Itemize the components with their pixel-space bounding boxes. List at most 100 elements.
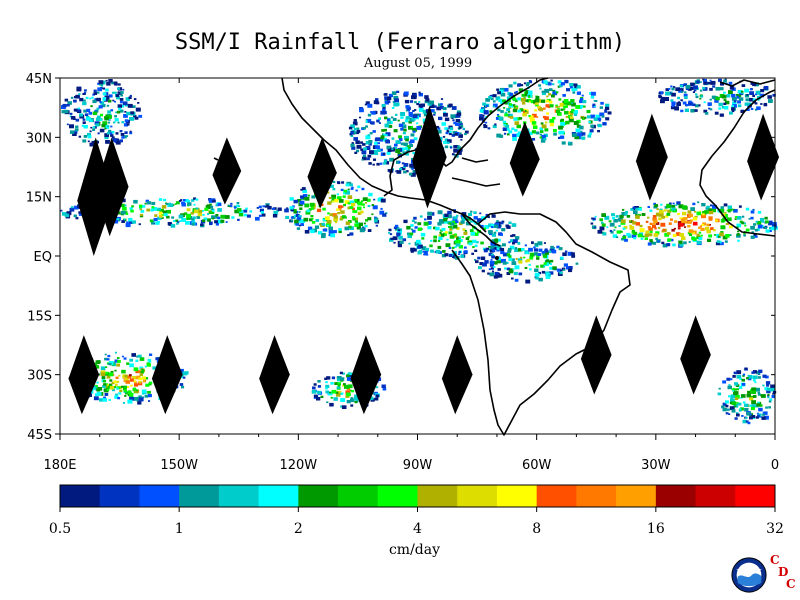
- rain-pixel: [393, 146, 397, 151]
- rain-pixel: [762, 413, 765, 416]
- rain-pixel: [768, 400, 772, 403]
- rain-pixel: [117, 357, 120, 359]
- rain-pixel: [147, 201, 152, 205]
- rain-pixel: [148, 381, 153, 385]
- rain-pixel: [741, 90, 744, 93]
- rain-pixel: [492, 103, 498, 108]
- rain-pixel: [563, 263, 568, 267]
- no-data-swath: [68, 335, 100, 415]
- rain-pixel: [186, 216, 191, 220]
- rain-pixel: [145, 199, 149, 203]
- rain-pixel: [714, 99, 719, 103]
- rain-pixel: [755, 416, 759, 419]
- rain-pixel: [153, 217, 158, 222]
- rain-pixel: [91, 140, 96, 145]
- rain-pixel: [113, 121, 116, 124]
- rain-pixel: [393, 129, 398, 133]
- rain-pixel: [290, 216, 294, 219]
- rain-pixel: [501, 258, 506, 263]
- rain-pixel: [114, 383, 118, 386]
- rain-pixel: [225, 221, 228, 223]
- rain-pixel: [459, 121, 462, 124]
- rain-pixel: [687, 224, 691, 228]
- rain-pixel: [444, 231, 448, 234]
- rain-pixel: [723, 91, 726, 94]
- rain-pixel: [701, 203, 706, 207]
- rain-pixel: [747, 374, 753, 379]
- rain-pixel: [507, 115, 511, 118]
- rain-pixel: [273, 207, 277, 210]
- rain-pixel: [627, 234, 632, 238]
- rain-pixel: [196, 216, 201, 219]
- rain-pixel: [508, 106, 512, 109]
- rain-pixel: [129, 393, 134, 397]
- rain-pixel: [403, 128, 407, 132]
- rain-pixel: [420, 103, 425, 107]
- rain-pixel: [382, 105, 386, 109]
- rain-pixel: [633, 237, 637, 240]
- rain-pixel: [622, 208, 625, 211]
- rain-pixel: [712, 229, 716, 232]
- rain-pixel: [354, 151, 358, 154]
- rain-pixel: [123, 114, 128, 118]
- rain-pixel: [736, 234, 741, 238]
- rain-pixel: [179, 220, 182, 222]
- rain-pixel: [214, 215, 217, 218]
- rain-pixel: [676, 201, 681, 205]
- rain-pixel: [109, 386, 115, 390]
- rain-pixel: [664, 209, 667, 212]
- rain-pixel: [371, 204, 375, 207]
- rain-pixel: [751, 388, 755, 391]
- rain-pixel: [474, 259, 477, 261]
- rain-pixel: [74, 128, 79, 132]
- rain-pixel: [746, 377, 749, 380]
- rain-pixel: [176, 221, 180, 224]
- rain-pixel: [96, 391, 102, 396]
- rain-pixel: [359, 116, 361, 119]
- rain-pixel: [699, 81, 702, 83]
- rain-pixel: [365, 135, 371, 140]
- rain-pixel: [722, 407, 727, 412]
- rain-pixel: [125, 392, 128, 395]
- rain-pixel: [73, 108, 78, 112]
- rain-pixel: [317, 380, 321, 383]
- rain-pixel: [541, 251, 545, 254]
- rain-pixel: [479, 116, 484, 121]
- rain-pixel: [474, 244, 478, 248]
- rain-pixel: [349, 232, 354, 236]
- rain-pixel: [337, 382, 341, 386]
- rain-pixel: [589, 91, 593, 95]
- rain-pixel: [487, 272, 490, 275]
- rain-pixel: [733, 391, 739, 395]
- rain-pixel: [135, 107, 141, 112]
- rain-pixel: [74, 96, 77, 99]
- rain-pixel: [664, 97, 669, 101]
- rain-pixel: [456, 239, 461, 244]
- rain-pixel: [499, 89, 504, 94]
- rain-pixel: [458, 122, 463, 127]
- rain-pixel: [718, 107, 722, 110]
- rain-pixel: [107, 354, 111, 358]
- rain-pixel: [496, 220, 499, 223]
- no-data-swath: [151, 335, 183, 415]
- rain-pixel: [456, 110, 461, 114]
- rain-pixel: [692, 217, 698, 221]
- rain-pixel: [116, 363, 120, 367]
- rain-pixel: [729, 378, 733, 381]
- rain-pixel: [566, 88, 571, 92]
- rain-pixel: [482, 102, 487, 106]
- rain-pixel: [491, 233, 496, 237]
- rain-pixel: [531, 138, 536, 141]
- rain-pixel: [588, 132, 592, 136]
- rain-pixel: [258, 214, 262, 217]
- rain-pixel: [544, 248, 548, 251]
- rain-pixel: [105, 88, 109, 92]
- rain-pixel: [400, 127, 404, 131]
- rain-pixel: [86, 108, 91, 112]
- rain-pixel: [757, 376, 761, 379]
- rain-pixel: [492, 94, 497, 98]
- rain-pixel: [708, 107, 711, 110]
- rain-pixel: [616, 230, 621, 234]
- rain-pixel: [514, 278, 519, 282]
- rain-pixel: [438, 103, 442, 107]
